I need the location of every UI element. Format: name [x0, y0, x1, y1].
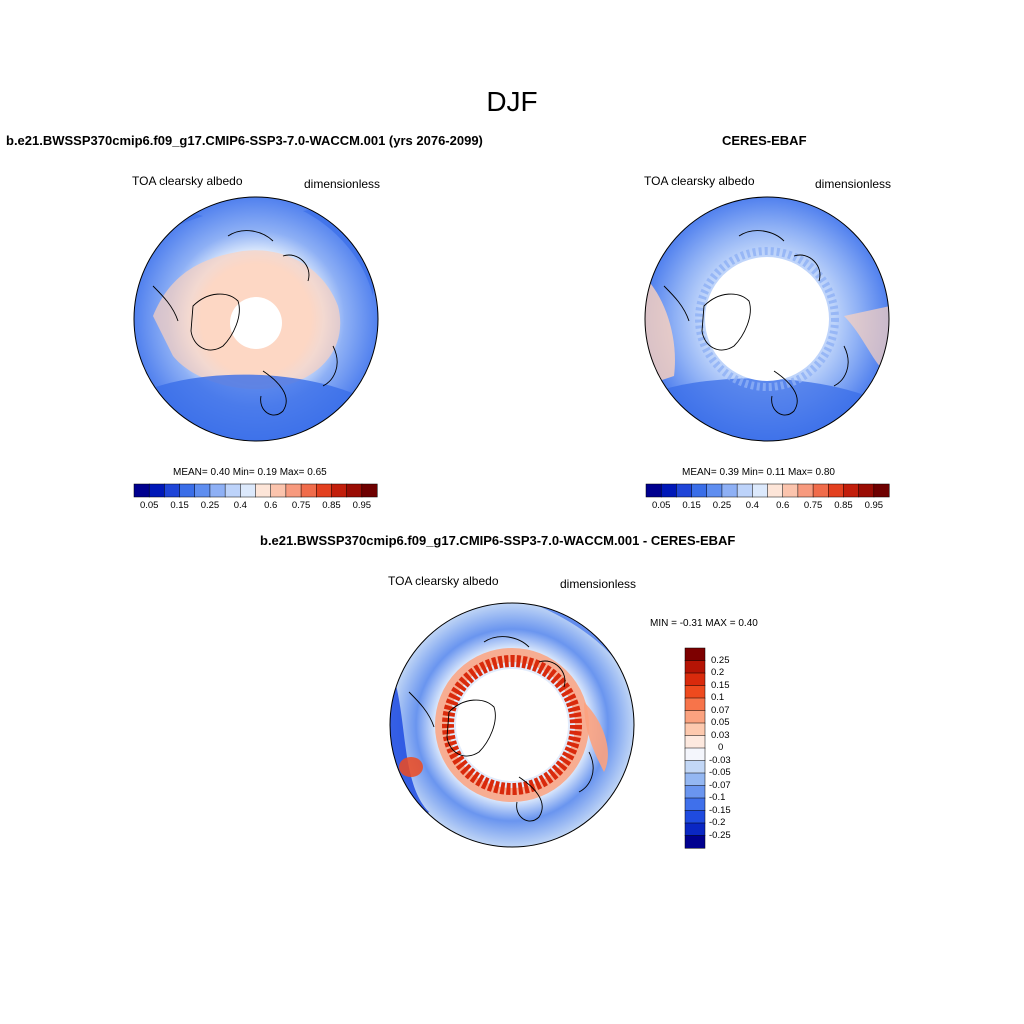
diff-colorbar-swatch	[684, 685, 706, 699]
diff-colorbar-tick-label: -0.1	[709, 792, 726, 803]
diff-colorbar-tick-label: 0.03	[711, 729, 730, 741]
diff-colorbar-swatch	[684, 835, 706, 849]
diff-colorbar-swatch	[684, 810, 706, 824]
obs-units-label: dimensionless	[815, 177, 892, 191]
diff-panel-title: b.e21.BWSSP370cmip6.f09_g17.CMIP6-SSP3-7…	[260, 533, 736, 548]
obs-colorbar-tick-label: 0.6	[776, 500, 790, 511]
diff-colorbar-swatch	[684, 647, 706, 662]
model-colorbar-tick-label: 0.75	[291, 500, 311, 511]
obs-colorbar-tick-label: 0.05	[651, 500, 671, 511]
obs-colorbar-tick-label: 0.95	[864, 500, 884, 511]
diff-colorbar-tick-label: 0.05	[711, 717, 730, 728]
diff-colorbar-tick-label: 0.2	[711, 667, 725, 678]
diff-colorbar-swatch	[684, 697, 706, 712]
diff-colorbar-swatch	[684, 710, 706, 724]
obs-colorbar-swatch	[752, 483, 769, 498]
obs-colorbar-swatch	[645, 483, 662, 498]
diff-units-label: dimensionless	[560, 577, 637, 591]
model-units-label: dimensionless	[304, 177, 381, 191]
diff-colorbar-tick-label: -0.15	[709, 804, 731, 816]
model-colorbar-swatch	[316, 483, 332, 498]
model-colorbar-swatch	[331, 483, 348, 498]
obs-colorbar-tick-label: 0.25	[712, 500, 732, 511]
obs-colorbar-swatch	[828, 483, 844, 498]
model-variable-label: TOA clearsky albedo	[132, 174, 243, 188]
model-colorbar-swatch	[361, 483, 378, 498]
obs-colorbar-tick-label: 0.4	[745, 500, 759, 511]
obs-colorbar-swatch	[858, 483, 875, 498]
obs-colorbar-swatch	[873, 483, 890, 498]
diff-polar-map	[389, 602, 635, 848]
obs-colorbar-swatch	[843, 483, 860, 498]
model-colorbar-tick-label: 0.05	[139, 500, 159, 511]
obs-colorbar-tick-label: 0.85	[834, 500, 853, 511]
diff-colorbar-swatch	[684, 785, 706, 799]
obs-colorbar-swatch	[767, 483, 784, 498]
obs-variable-label: TOA clearsky albedo	[644, 174, 755, 188]
diff-colorbar-tick-label: 0.25	[711, 654, 730, 666]
obs-panel-title: CERES-EBAF	[722, 133, 807, 148]
model-panel-title: b.e21.BWSSP370cmip6.f09_g17.CMIP6-SSP3-7…	[6, 133, 483, 148]
obs-colorbar-tick-label: 0.75	[803, 500, 823, 511]
obs-colorbar-swatch	[721, 483, 738, 498]
obs-colorbar	[645, 483, 890, 498]
model-colorbar-swatch	[300, 483, 317, 498]
diff-colorbar-tick-label: -0.2	[709, 817, 726, 828]
diff-colorbar-tick-label: 0.07	[711, 704, 730, 716]
obs-colorbar-swatch	[676, 483, 693, 498]
diff-colorbar	[684, 647, 706, 849]
model-colorbar-tick-label: 0.85	[322, 500, 341, 511]
model-colorbar-tick-label: 0.95	[352, 500, 372, 511]
model-colorbar-swatch	[148, 483, 165, 498]
diff-colorbar-swatch	[684, 722, 706, 737]
diff-colorbar-tick-label: -0.03	[709, 754, 731, 766]
diff-colorbar-swatch	[684, 772, 706, 787]
obs-colorbar-swatch	[812, 483, 829, 498]
diff-colorbar-swatch	[684, 672, 706, 687]
obs-colorbar-tick-label: 0.15	[682, 500, 701, 511]
obs-colorbar-swatch	[691, 483, 708, 498]
diff-colorbar-swatch	[684, 797, 706, 812]
model-colorbar-swatch	[194, 483, 211, 498]
diff-colorbar-swatch	[684, 660, 706, 674]
model-colorbar-tick-label: 0.6	[264, 500, 278, 511]
model-colorbar-swatch	[285, 483, 302, 498]
model-colorbar-swatch	[164, 483, 181, 498]
diff-variable-label: TOA clearsky albedo	[388, 574, 499, 588]
obs-colorbar-swatch	[736, 483, 753, 498]
model-colorbar-swatch	[240, 483, 257, 498]
model-colorbar-swatch	[179, 483, 196, 498]
diff-colorbar-tick-label: 0.15	[711, 679, 730, 691]
model-colorbar-tick-label: 0.4	[233, 500, 247, 511]
obs-colorbar-swatch	[782, 483, 799, 498]
model-colorbar-swatch	[224, 483, 241, 498]
diff-colorbar-swatch	[684, 760, 706, 774]
obs-colorbar-swatch	[660, 483, 677, 498]
diff-colorbar-tick-label: 0	[718, 742, 724, 753]
diff-colorbar-tick-label: -0.05	[709, 767, 731, 778]
model-colorbar-tick-label: 0.15	[170, 500, 189, 511]
diff-colorbar-tick-label: -0.07	[709, 779, 731, 791]
obs-colorbar-swatch	[706, 483, 723, 498]
model-stats: MEAN= 0.40 Min= 0.19 Max= 0.65	[173, 467, 327, 478]
obs-colorbar-swatch	[797, 483, 814, 498]
model-colorbar-swatch	[209, 483, 226, 498]
diff-colorbar-swatch	[684, 735, 706, 749]
model-colorbar	[133, 483, 378, 498]
diff-colorbar-tick-label: 0.1	[711, 692, 725, 703]
model-colorbar-swatch	[255, 483, 272, 498]
diff-colorbar-swatch	[684, 822, 706, 837]
model-polar-map	[133, 196, 379, 442]
obs-polar-map	[644, 196, 890, 442]
model-colorbar-swatch	[133, 483, 150, 498]
model-colorbar-swatch	[270, 483, 287, 498]
model-colorbar-tick-label: 0.25	[200, 500, 220, 511]
diff-colorbar-swatch	[684, 747, 706, 762]
obs-stats: MEAN= 0.39 Min= 0.11 Max= 0.80	[682, 467, 835, 478]
diff-colorbar-tick-label: -0.25	[709, 829, 731, 841]
figure-title: DJF	[486, 86, 538, 117]
diff-stats: MIN = -0.31 MAX = 0.40	[650, 618, 758, 629]
model-colorbar-swatch	[346, 483, 363, 498]
